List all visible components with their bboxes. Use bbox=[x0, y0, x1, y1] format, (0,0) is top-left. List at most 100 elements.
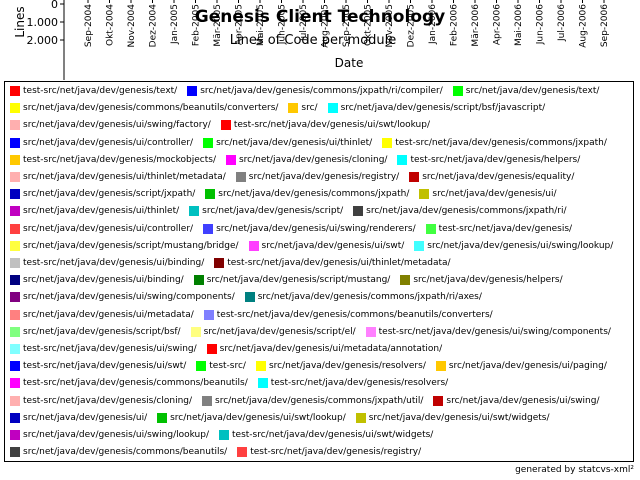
legend-label: src/net/java/dev/genesis/ui/controller/ bbox=[23, 223, 194, 234]
legend-label: src/net/java/dev/genesis/ui/swt/ bbox=[261, 240, 405, 251]
legend-swatch bbox=[10, 86, 20, 96]
x-tick-label: Mär-2006 bbox=[471, 4, 481, 47]
legend-swatch bbox=[419, 189, 430, 200]
legend-swatch bbox=[196, 361, 207, 372]
chart-subtitle: Lines of Code per module bbox=[230, 33, 397, 48]
legend-label: src/net/java/dev/genesis/cloning/ bbox=[238, 154, 388, 165]
legend-label: src/net/java/dev/genesis/commons/beanuti… bbox=[23, 103, 279, 114]
legend-label: src/net/java/dev/genesis/ui/metadata/ bbox=[23, 309, 194, 320]
legend-label: src/net/java/dev/genesis/ui/swt/lookup/ bbox=[170, 412, 346, 423]
legend-label: test-src/net/java/dev/genesis/helpers/ bbox=[410, 154, 581, 165]
legend-swatch bbox=[10, 137, 20, 148]
legend-swatch bbox=[237, 447, 248, 458]
legend-swatch bbox=[288, 103, 299, 114]
x-tick-label: Apr-2005 bbox=[235, 4, 245, 45]
legend-label: src/net/java/dev/genesis/equality/ bbox=[422, 172, 575, 182]
x-tick-label: Nov-2005 bbox=[385, 4, 395, 47]
legend-label: test-src/net/java/dev/genesis/ui/thinlet… bbox=[227, 258, 451, 268]
chart-title: Genesis Client Technology bbox=[195, 7, 446, 27]
chart-legend: test-src/net/java/dev/genesis/text/src/n… bbox=[4, 81, 634, 462]
legend-label: src/ bbox=[301, 103, 318, 114]
legend-label: test-src/net/java/dev/genesis/ui/binding… bbox=[23, 258, 205, 268]
legend-swatch bbox=[400, 275, 411, 286]
legend-swatch bbox=[193, 275, 204, 286]
legend-label: src/net/java/dev/genesis/script/jxpath/ bbox=[23, 189, 196, 200]
legend-label: src/net/java/dev/genesis/ui/swing/lookup… bbox=[427, 240, 614, 251]
legend-label: src/net/java/dev/genesis/commons/jxpath/… bbox=[257, 292, 482, 303]
legend-swatch bbox=[327, 103, 338, 114]
legend-label: test-src/net/java/dev/genesis/ui/swing/c… bbox=[378, 326, 611, 337]
legend-label: src/net/java/dev/genesis/ui/swing/lookup… bbox=[23, 430, 210, 440]
legend-label: test-src/net/java/dev/genesis/cloning/ bbox=[23, 395, 193, 406]
legend-label: test-src/net/java/dev/genesis/ui/swing/ bbox=[23, 344, 197, 354]
legend-swatch bbox=[10, 430, 20, 440]
legend-swatch bbox=[10, 189, 20, 200]
legend-swatch bbox=[220, 120, 231, 131]
x-tick-label: Jan-2006 bbox=[428, 4, 438, 45]
x-tick-label: Jun-2006 bbox=[536, 4, 546, 45]
legend-swatch bbox=[10, 395, 20, 406]
x-tick-label: Sep-2006 bbox=[600, 4, 610, 47]
legend-swatch bbox=[187, 86, 198, 96]
legend-label: src/net/java/dev/genesis/commons/beanuti… bbox=[23, 447, 228, 458]
x-tick-label: Jul-2005 bbox=[299, 4, 309, 42]
legend-swatch bbox=[244, 292, 255, 303]
legend-label: src/net/java/dev/genesis/script/mustang/… bbox=[23, 240, 239, 251]
legend-swatch bbox=[10, 344, 20, 354]
legend-swatch bbox=[202, 395, 212, 406]
legend-swatch bbox=[189, 206, 200, 217]
legend-swatch bbox=[452, 86, 463, 96]
legend-swatch bbox=[10, 447, 20, 458]
legend-label: src/net/java/dev/genesis/ui/swing/render… bbox=[216, 223, 416, 234]
legend-label: src/net/java/dev/genesis/commons/jxpath/… bbox=[200, 86, 443, 96]
legend-swatch bbox=[10, 206, 20, 217]
x-tick-label: Apr-2006 bbox=[493, 4, 503, 45]
legend-swatch bbox=[10, 361, 20, 372]
legend-swatch bbox=[190, 326, 201, 337]
legend-label: test-src/net/java/dev/genesis/text/ bbox=[23, 86, 178, 96]
x-tick-label: Aug-2006 bbox=[579, 4, 589, 48]
x-tick-label: Feb-2005 bbox=[192, 4, 202, 46]
legend-swatch bbox=[10, 172, 20, 182]
legend-label: test-src/net/java/dev/genesis/mockobject… bbox=[23, 154, 216, 165]
legend-label: test-src/ bbox=[209, 361, 246, 372]
y-tick-label: 2.000 bbox=[27, 34, 59, 47]
legend-swatch bbox=[435, 361, 446, 372]
x-tick-label: Jan-2005 bbox=[170, 4, 180, 45]
legend-label: src/net/java/dev/genesis/script/bsf/java… bbox=[340, 103, 546, 114]
x-tick-label: Mai-2005 bbox=[256, 4, 266, 46]
x-tick-label: Sep-2005 bbox=[342, 4, 352, 47]
x-tick-label: Nov-2004 bbox=[127, 4, 137, 48]
x-tick-label: Jun-2005 bbox=[278, 4, 288, 45]
legend-label: src/net/java/dev/genesis/ui/swt/widgets/ bbox=[368, 412, 550, 423]
legend-label: src/net/java/dev/genesis/resolvers/ bbox=[268, 361, 426, 372]
legend-swatch bbox=[433, 395, 444, 406]
x-tick-label: Okt-2005 bbox=[364, 4, 374, 46]
legend-label: src/net/java/dev/genesis/helpers/ bbox=[413, 275, 563, 286]
legend-label: src/net/java/dev/genesis/ui/thinlet/ bbox=[23, 206, 180, 217]
legend-label: src/net/java/dev/genesis/ui/ bbox=[432, 189, 557, 200]
x-tick-label: Mär-2005 bbox=[213, 4, 223, 47]
legend-swatch bbox=[10, 223, 20, 234]
legend-label: src/net/java/dev/genesis/ui/swing/compon… bbox=[23, 292, 235, 303]
legend-swatch bbox=[205, 189, 216, 200]
legend-label: src/net/java/dev/genesis/registry/ bbox=[248, 172, 400, 182]
legend-swatch bbox=[365, 326, 376, 337]
legend-label: test-src/net/java/dev/genesis/commons/be… bbox=[23, 378, 248, 389]
legend-label: src/net/java/dev/genesis/commons/jxpath/ bbox=[218, 189, 410, 200]
legend-swatch bbox=[353, 206, 364, 217]
legend-swatch bbox=[409, 172, 420, 182]
legend-swatch bbox=[10, 103, 20, 114]
legend-label: src/net/java/dev/genesis/ui/ bbox=[23, 412, 148, 423]
legend-swatch bbox=[10, 240, 20, 251]
y-axis-label: Lines bbox=[13, 6, 27, 37]
legend-swatch bbox=[255, 361, 266, 372]
x-tick-label: Dez-2004 bbox=[149, 4, 159, 48]
x-axis-label: Date bbox=[335, 56, 364, 70]
legend-swatch bbox=[10, 309, 20, 320]
generator-credit: generated by statcvs-xml² bbox=[515, 465, 634, 475]
legend-label: test-src/net/java/dev/genesis/ui/swt/ bbox=[23, 361, 187, 372]
legend-swatch bbox=[10, 292, 20, 303]
legend-swatch bbox=[10, 120, 20, 131]
legend-label: src/net/java/dev/genesis/commons/jxpath/… bbox=[366, 206, 567, 217]
